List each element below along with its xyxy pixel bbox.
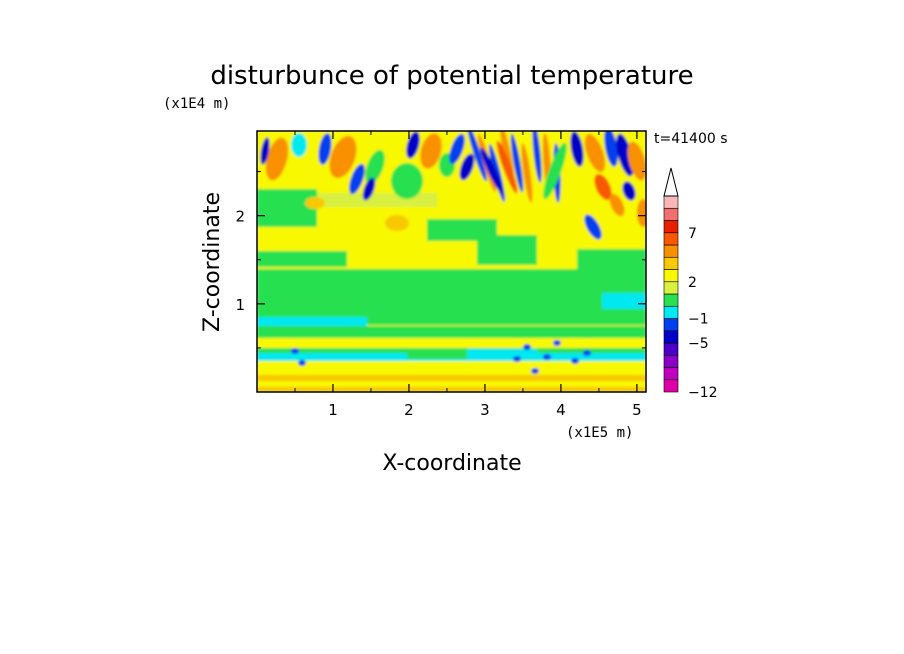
time-label: t=41400 s	[654, 131, 728, 147]
field-band	[257, 326, 646, 338]
field-cell	[627, 141, 646, 181]
field-cell	[349, 163, 365, 195]
colorbar-cell	[663, 269, 679, 283]
field-dot	[298, 360, 306, 366]
field-dot	[523, 344, 531, 350]
colorbar-cell	[663, 379, 679, 393]
field-band	[492, 281, 567, 299]
field-cell	[584, 134, 606, 172]
field-band	[257, 189, 317, 229]
field-cell	[305, 197, 325, 209]
field-dot	[531, 368, 539, 374]
field-dot	[543, 354, 551, 360]
field-ray	[510, 133, 524, 193]
field-band	[477, 235, 537, 265]
colorbar-label: 7	[688, 226, 697, 242]
field-cell	[420, 133, 442, 169]
contour-field	[257, 131, 646, 392]
field-band	[257, 361, 646, 375]
field-dot	[291, 348, 299, 354]
x-unit-label: (x1E5 m)	[566, 425, 633, 441]
field-band	[352, 241, 462, 271]
field-dot	[553, 340, 561, 346]
colorbar-label: −1	[688, 312, 709, 328]
field-cell	[459, 153, 475, 181]
colorbar-cell	[663, 232, 679, 246]
field-cell	[265, 137, 289, 181]
colorbar-cell	[663, 342, 679, 356]
chart-title: disturbunce of potential temperature	[210, 61, 693, 91]
field-layer	[257, 131, 646, 392]
field-dot	[583, 350, 591, 356]
field-cell	[594, 173, 612, 201]
field-ray	[496, 140, 518, 194]
x-axis: 1 2 3 4 5	[294, 131, 642, 419]
field-band	[257, 317, 367, 327]
colorbar-extend-arrow	[663, 167, 679, 197]
colorbar: −12−5−127	[663, 167, 718, 401]
colorbar-cell	[663, 330, 679, 344]
field-band	[407, 353, 467, 359]
field-cell	[385, 215, 409, 231]
colorbar-cell	[663, 367, 679, 381]
y-axis-label: Z-coordinate	[200, 192, 225, 332]
field-cell	[637, 199, 646, 227]
x-tick-label: 4	[556, 401, 566, 419]
field-ray	[480, 147, 504, 195]
field-dot	[571, 358, 579, 364]
field-cell	[449, 133, 465, 165]
field-cell	[406, 131, 420, 159]
colorbar-cell	[663, 293, 679, 307]
colorbar-cell	[663, 354, 679, 368]
colorbar-label: −12	[688, 385, 718, 401]
field-cell	[609, 193, 625, 217]
field-cell	[365, 149, 385, 185]
field-dot	[513, 356, 521, 362]
field-ray	[532, 131, 542, 183]
field-cell	[260, 137, 270, 165]
y-tick-label: 2	[235, 208, 245, 226]
plot-frame	[256, 130, 647, 393]
colorbar-cell	[663, 244, 679, 258]
field-band	[577, 249, 646, 283]
y-axis: 12	[235, 171, 646, 349]
field-cell	[584, 214, 602, 240]
colorbar-cell	[663, 305, 679, 319]
field-cell	[604, 131, 618, 167]
field-band	[257, 251, 347, 267]
colorbar-cell	[663, 207, 679, 221]
field-cell	[622, 181, 636, 201]
field-cell	[329, 135, 357, 179]
colorbar-cell	[663, 281, 679, 295]
field-ray	[543, 142, 567, 200]
x-tick-label: 3	[480, 401, 490, 419]
field-cell	[318, 133, 332, 165]
y-unit-label: (x1E4 m)	[163, 96, 230, 112]
colorbar-cell	[663, 318, 679, 332]
field-cell	[291, 133, 307, 157]
field-band	[467, 349, 537, 359]
field-band	[257, 338, 646, 348]
field-cell	[616, 133, 634, 177]
field-ray	[467, 131, 487, 182]
x-axis-label: X-coordinate	[382, 451, 521, 476]
colorbar-label: 2	[688, 275, 697, 291]
field-band	[257, 381, 646, 387]
field-cell	[362, 177, 376, 201]
colorbar-cell	[663, 220, 679, 234]
x-tick-label: 5	[632, 401, 642, 419]
x-tick-label: 1	[328, 401, 338, 419]
field-ray	[521, 143, 533, 203]
y-tick-label: 1	[235, 296, 245, 314]
colorbar-cell	[663, 195, 679, 209]
field-band	[317, 193, 437, 207]
field-cell	[391, 163, 423, 199]
colorbar-cell	[663, 256, 679, 270]
field-band	[317, 273, 397, 287]
x-tick-label: 2	[404, 401, 414, 419]
field-cell	[570, 131, 584, 167]
colorbar-label: −5	[688, 336, 709, 352]
